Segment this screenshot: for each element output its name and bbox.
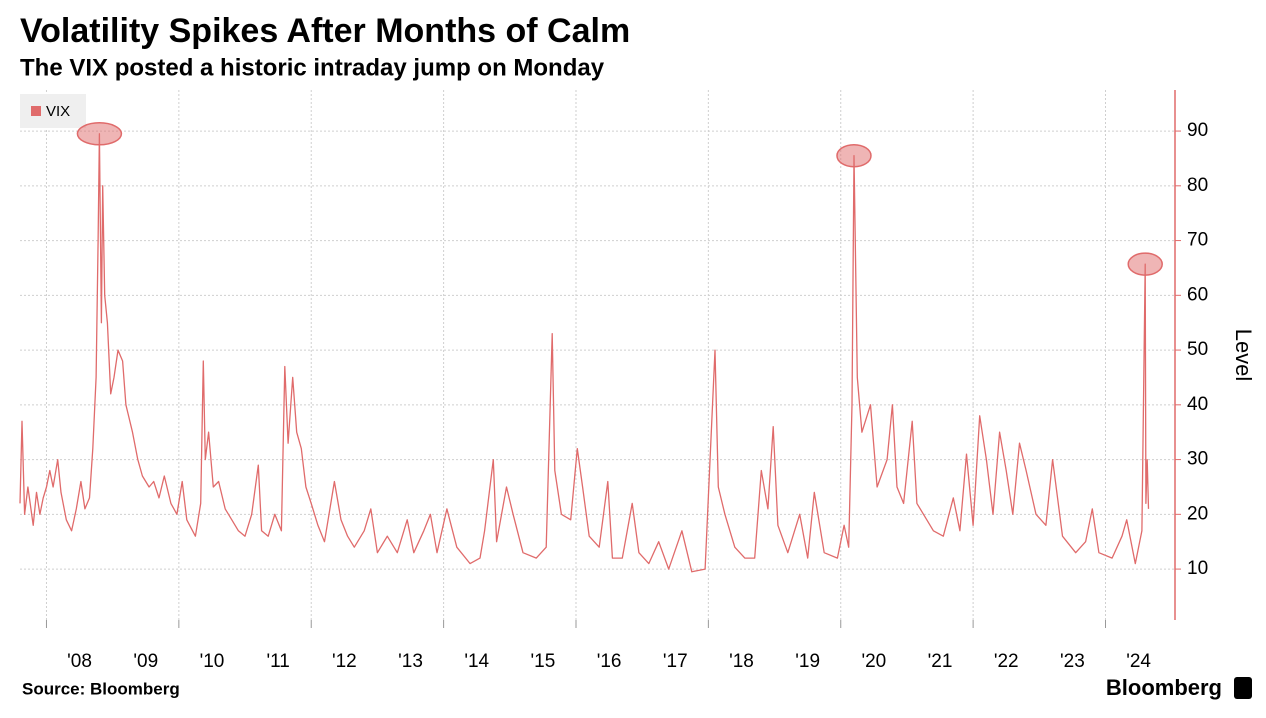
x-tick-label: '08 <box>67 651 92 672</box>
legend-label: VIX <box>46 103 70 120</box>
x-tick-label: '18 <box>729 651 754 672</box>
y-axis-label: Level <box>1231 329 1256 382</box>
legend-swatch <box>31 106 41 116</box>
chart-title: Volatility Spikes After Months of Calm <box>20 12 630 50</box>
y-tick-label: 80 <box>1187 175 1208 196</box>
x-tick-label: '24 <box>1126 651 1151 672</box>
highlight-marker <box>76 122 123 146</box>
x-tick-label: '09 <box>133 651 158 672</box>
brand-icon <box>1234 677 1252 699</box>
highlight-marker <box>1127 252 1163 276</box>
y-tick-label: 40 <box>1187 394 1208 415</box>
x-tick-label: '16 <box>597 651 622 672</box>
x-tick-label: '11 <box>266 651 289 672</box>
x-tick-label: '21 <box>928 651 953 672</box>
highlight-marker <box>836 143 872 168</box>
brand: Bloomberg <box>1106 675 1222 700</box>
line-series <box>19 133 1150 573</box>
x-tick-label: '23 <box>1060 651 1085 672</box>
x-tick-label: '14 <box>464 651 489 672</box>
x-tick-label: '19 <box>795 651 820 672</box>
x-tick-label: '22 <box>994 651 1019 672</box>
y-tick-label: 60 <box>1187 284 1208 305</box>
source: Source: Bloomberg <box>22 679 180 698</box>
x-tick-label: '15 <box>531 651 556 672</box>
chart-subtitle: The VIX posted a historic intraday jump … <box>20 54 605 81</box>
x-tick-label: '17 <box>663 651 688 672</box>
y-tick-label: 20 <box>1187 503 1208 524</box>
y-tick-label: 50 <box>1187 339 1208 360</box>
x-tick-label: '10 <box>200 651 225 672</box>
grid <box>20 90 1181 628</box>
y-tick-label: 30 <box>1187 449 1208 470</box>
legend: VIX <box>20 94 86 128</box>
y-tick-label: 90 <box>1187 120 1208 141</box>
x-tick-label: '13 <box>398 651 423 672</box>
y-tick-label: 10 <box>1187 558 1208 579</box>
y-tick-label: 70 <box>1187 230 1208 251</box>
x-tick-label: '20 <box>861 651 886 672</box>
x-tick-label: '12 <box>332 651 357 672</box>
